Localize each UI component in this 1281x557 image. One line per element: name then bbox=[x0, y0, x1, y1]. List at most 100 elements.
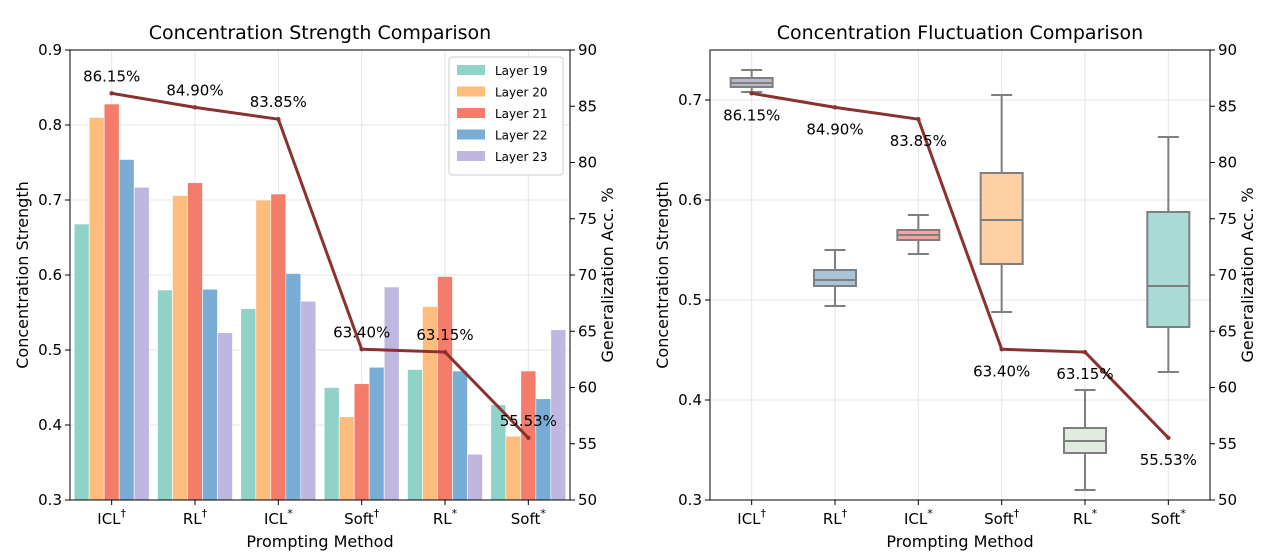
c1-y-tick-label: 0.3 bbox=[38, 491, 62, 509]
chart2-title: Concentration Fluctuation Comparison bbox=[777, 22, 1143, 44]
c1-line-path bbox=[111, 91, 530, 439]
c1-line-point bbox=[526, 435, 531, 440]
chart2-y-axis-label: Concentration Strength bbox=[653, 181, 672, 368]
c2-line-label: 55.53% bbox=[1140, 451, 1197, 469]
c1-line-point bbox=[359, 347, 364, 352]
c1-y2-tick-label: 60 bbox=[578, 379, 597, 397]
c1-y-tick-label: 0.8 bbox=[38, 116, 62, 134]
c2-x-tick-label: ICL* bbox=[904, 507, 933, 528]
c1-legend-swatch bbox=[457, 108, 485, 118]
c1-bar bbox=[368, 366, 385, 501]
chart1-y-ticks: 0.3 0.4 0.5 0.6 0.7 0.8 0.9 bbox=[38, 41, 70, 509]
c1-bar bbox=[73, 223, 90, 501]
c1-legend-label: Layer 21 bbox=[495, 107, 548, 121]
chart-concentration-strength: Concentration Strength Comparison 86.15%… bbox=[13, 22, 617, 551]
c2-x-tick-label: RL* bbox=[1073, 507, 1098, 528]
chart1-accuracy-line: 86.15% 84.90% 83.85% 63.40% 63.15% 55.53% bbox=[83, 67, 557, 440]
c2-y2-tick-label: 60 bbox=[1218, 379, 1237, 397]
c1-bar bbox=[103, 103, 120, 501]
c1-bar bbox=[285, 273, 302, 501]
c1-legend-swatch bbox=[457, 129, 485, 140]
c1-x-tick-label: ICL† bbox=[97, 507, 126, 528]
c2-line-point bbox=[832, 105, 838, 110]
c1-line-label: 84.90% bbox=[166, 81, 223, 99]
c2-line-label: 86.15% bbox=[723, 106, 780, 124]
c2-line-label: 84.90% bbox=[806, 120, 863, 138]
c2-y-tick-label: 0.4 bbox=[678, 391, 702, 409]
c2-y-tick-label: 0.3 bbox=[678, 491, 702, 509]
chart2-plot-frame bbox=[709, 49, 1211, 501]
c1-legend-label: Layer 22 bbox=[495, 129, 548, 143]
c1-bar bbox=[467, 453, 483, 501]
c1-x-tick-label: RL* bbox=[433, 507, 458, 528]
c1-line-label: 86.15% bbox=[83, 67, 140, 85]
c1-bar bbox=[202, 288, 218, 501]
chart2-y2-axis-label: Generalization Acc. % bbox=[1238, 187, 1257, 362]
chart2-accuracy-line: 86.15% 84.90% 83.85% 63.40% 63.15% 55.53% bbox=[723, 91, 1197, 469]
c2-box bbox=[979, 172, 1024, 265]
c2-y-tick-label: 0.5 bbox=[678, 291, 702, 309]
c2-line-path bbox=[751, 91, 1170, 439]
c2-line-label: 63.15% bbox=[1056, 365, 1113, 383]
c1-y-tick-label: 0.7 bbox=[38, 191, 62, 209]
chart1-y2-axis-label: Generalization Acc. % bbox=[598, 187, 617, 362]
c1-legend-label: Layer 19 bbox=[495, 64, 548, 78]
c1-line-label: 63.40% bbox=[333, 323, 390, 341]
c1-y-tick-label: 0.4 bbox=[38, 416, 62, 434]
c1-y2-tick-label: 85 bbox=[578, 97, 597, 115]
c1-bar bbox=[217, 332, 233, 501]
chart1-y2-ticks: 50 55 60 65 70 75 80 85 90 bbox=[570, 41, 597, 509]
c2-y2-tick-label: 85 bbox=[1218, 97, 1237, 115]
c2-line-point bbox=[1166, 435, 1171, 440]
c1-bar bbox=[88, 117, 105, 501]
c2-line-point bbox=[999, 347, 1004, 352]
c2-line-label: 63.40% bbox=[973, 362, 1030, 380]
c2-x-tick-label: Soft† bbox=[984, 507, 1020, 528]
c2-line-point bbox=[1082, 349, 1088, 355]
c1-bar bbox=[157, 289, 173, 501]
chart1-bars bbox=[73, 103, 567, 501]
c1-y2-tick-label: 50 bbox=[578, 491, 597, 509]
chart2-boxes bbox=[729, 69, 1191, 491]
c1-legend-swatch bbox=[457, 65, 485, 75]
c1-x-tick-label: Soft* bbox=[511, 507, 547, 528]
c1-line-point bbox=[192, 105, 198, 110]
chart2-x-ticks: ICL† RL† ICL* Soft† RL* Soft* bbox=[737, 500, 1186, 528]
chart1-x-axis-label: Prompting Method bbox=[246, 532, 393, 551]
c1-y-tick-label: 0.5 bbox=[38, 341, 62, 359]
c1-y2-tick-label: 70 bbox=[578, 266, 597, 284]
chart2-y2-ticks: 50 55 60 65 70 75 80 85 90 bbox=[1210, 41, 1237, 509]
c1-x-tick-label: RL† bbox=[183, 507, 208, 528]
c1-line-point bbox=[442, 349, 448, 355]
c1-bar bbox=[255, 199, 272, 501]
c2-y-tick-label: 0.6 bbox=[678, 191, 702, 209]
c2-y2-tick-label: 90 bbox=[1218, 41, 1237, 59]
c1-bar bbox=[452, 370, 468, 501]
c2-line-point bbox=[749, 91, 754, 96]
chart2-grid bbox=[710, 50, 1210, 501]
chart1-title: Concentration Strength Comparison bbox=[149, 22, 491, 44]
c1-legend-label: Layer 20 bbox=[495, 86, 548, 100]
c2-y2-tick-label: 70 bbox=[1218, 266, 1237, 284]
c1-bar bbox=[437, 276, 453, 501]
c1-bar bbox=[520, 370, 537, 501]
c1-bar bbox=[505, 435, 522, 501]
chart1-x-ticks: ICL† RL† ICL* Soft† RL* Soft* bbox=[97, 500, 546, 528]
c1-line-label: 55.53% bbox=[500, 412, 557, 430]
c1-line-label: 83.85% bbox=[250, 93, 307, 111]
c2-y2-tick-label: 65 bbox=[1218, 322, 1237, 340]
c2-y2-tick-label: 80 bbox=[1218, 154, 1237, 172]
c1-y2-tick-label: 90 bbox=[578, 41, 597, 59]
c2-box bbox=[1146, 211, 1191, 328]
c1-line-point bbox=[109, 91, 114, 96]
c1-legend-swatch bbox=[457, 151, 485, 161]
chart-concentration-fluctuation: Concentration Fluctuation Comparison 86.… bbox=[653, 22, 1257, 551]
chart2-y-ticks: 0.3 0.4 0.5 0.6 0.7 bbox=[678, 91, 710, 509]
c1-legend-swatch bbox=[457, 86, 485, 97]
c1-bar bbox=[172, 195, 188, 501]
c1-y2-tick-label: 75 bbox=[578, 210, 597, 228]
c2-box bbox=[813, 269, 857, 287]
chart1-y-axis-label: Concentration Strength bbox=[13, 181, 32, 368]
c2-line-point bbox=[916, 116, 921, 122]
